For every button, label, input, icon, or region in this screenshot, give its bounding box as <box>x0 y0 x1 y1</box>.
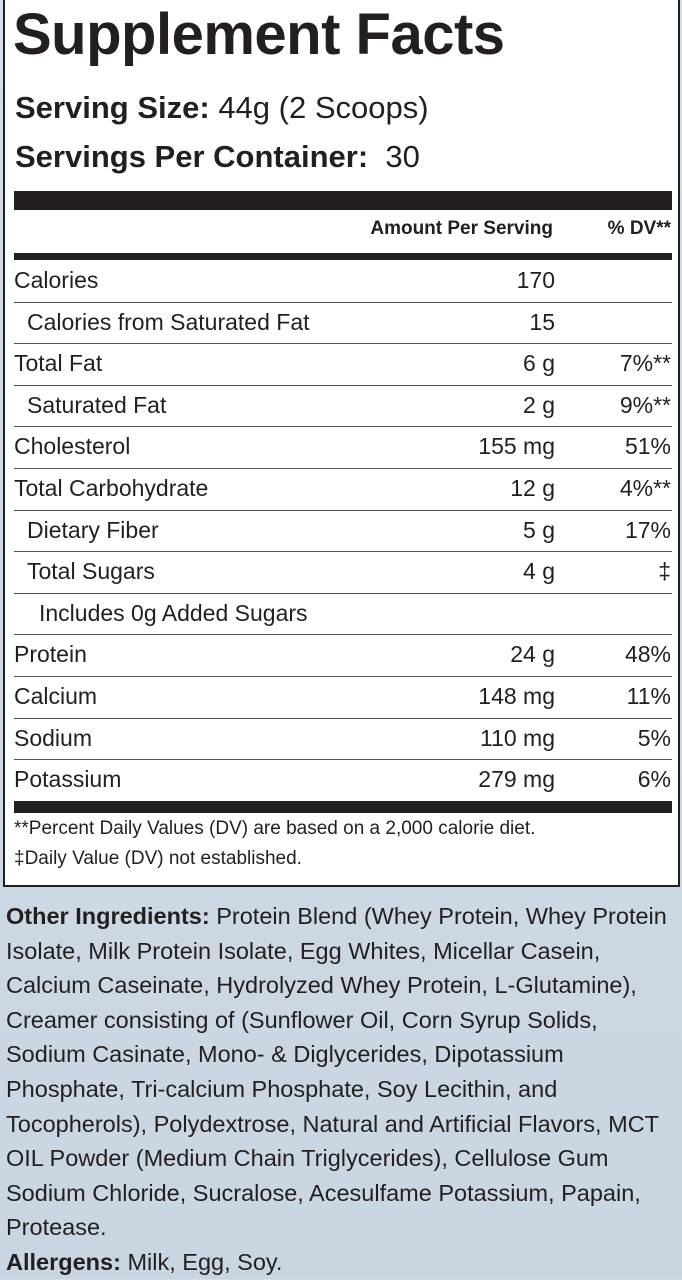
nutrient-dv: ‡ <box>658 558 671 585</box>
nutrient-dv: 48% <box>624 641 671 668</box>
nutrient-dv: 5% <box>637 724 671 751</box>
nutrient-row: Includes 0g Added Sugars <box>14 593 672 636</box>
servings-per-container: Servings Per Container: 30 <box>15 139 420 174</box>
nutrient-row: Calcium 148 mg 11% <box>14 676 672 719</box>
nutrient-name: Calories <box>14 267 99 293</box>
panel-title: Supplement Facts <box>13 2 505 67</box>
nutrient-name: Saturated Fat <box>27 391 167 418</box>
nutrient-row: Calories from Saturated Fat 15 <box>14 302 672 345</box>
divider-bar <box>14 253 672 260</box>
allergens: Allergens: Milk, Egg, Soy. <box>6 1248 283 1275</box>
nutrient-name: Total Sugars <box>27 558 155 585</box>
nutrient-row: Protein 24 g 48% <box>14 634 672 677</box>
nutrient-name: Includes 0g Added Sugars <box>39 599 308 626</box>
nutrient-amount: 2 g <box>523 391 555 418</box>
nutrient-row: Calories 170 <box>14 260 672 303</box>
nutrient-dv: 4%** <box>619 475 671 501</box>
nutrient-amount: 15 <box>529 308 555 335</box>
nutrient-dv: 11% <box>626 683 671 709</box>
dv-header: % DV** <box>607 218 671 239</box>
nutrient-amount: 12 g <box>510 475 555 501</box>
divider-bar <box>14 801 672 813</box>
footnote-dv: **Percent Daily Values (DV) are based on… <box>14 818 536 839</box>
nutrient-name: Protein <box>14 641 87 668</box>
nutrient-name: Total Fat <box>14 350 103 377</box>
ingredients-section: Other Ingredients: Protein Blend (Whey P… <box>6 899 678 1280</box>
supplement-facts-panel: Supplement Facts Serving Size: 44g (2 Sc… <box>3 0 680 887</box>
nutrient-amount: 148 mg <box>478 683 555 709</box>
nutrient-name: Calories from Saturated Fat <box>27 308 310 335</box>
nutrient-amount: 155 mg <box>478 433 555 460</box>
nutrient-row: Saturated Fat 2 g 9%** <box>14 385 672 428</box>
nutrient-amount: 279 mg <box>478 766 555 793</box>
nutrient-name: Dietary Fiber <box>27 516 159 543</box>
nutrient-row: Potassium 279 mg 6% <box>14 759 672 802</box>
nutrient-dv: 9%** <box>619 391 671 418</box>
footnote-not-established: ‡Daily Value (DV) not established. <box>14 848 302 869</box>
nutrient-amount: 170 <box>516 267 555 293</box>
nutrient-row: Total Sugars 4 g ‡ <box>14 551 672 594</box>
nutrient-name: Sodium <box>14 724 92 751</box>
nutrient-row: Dietary Fiber 5 g 17% <box>14 510 672 553</box>
nutrient-name: Total Carbohydrate <box>14 475 209 501</box>
nutrient-row: Sodium 110 mg 5% <box>14 718 672 761</box>
nutrient-row: Cholesterol 155 mg 51% <box>14 426 672 469</box>
nutrient-dv: 6% <box>637 766 671 793</box>
other-ingredients: Other Ingredients: Protein Blend (Whey P… <box>6 903 667 1241</box>
nutrient-amount: 6 g <box>523 350 555 377</box>
nutrient-row: Total Carbohydrate 12 g 4%** <box>14 468 672 511</box>
serving-size: Serving Size: 44g (2 Scoops) <box>15 90 429 125</box>
nutrient-amount: 110 mg <box>479 724 555 751</box>
nutrient-name: Potassium <box>14 766 122 793</box>
nutrient-row: Total Fat 6 g 7%** <box>14 343 672 386</box>
nutrient-amount: 24 g <box>510 641 555 668</box>
nutrient-amount: 4 g <box>523 558 555 585</box>
amount-header: Amount Per Serving <box>370 218 553 239</box>
nutrient-name: Cholesterol <box>14 433 131 460</box>
nutrient-name: Calcium <box>14 683 98 709</box>
nutrient-dv: 51% <box>624 433 671 460</box>
nutrient-dv: 7%** <box>619 350 671 377</box>
nutrient-amount: 5 g <box>523 516 555 543</box>
nutrient-dv: 17% <box>624 516 671 543</box>
divider-bar <box>14 191 672 210</box>
